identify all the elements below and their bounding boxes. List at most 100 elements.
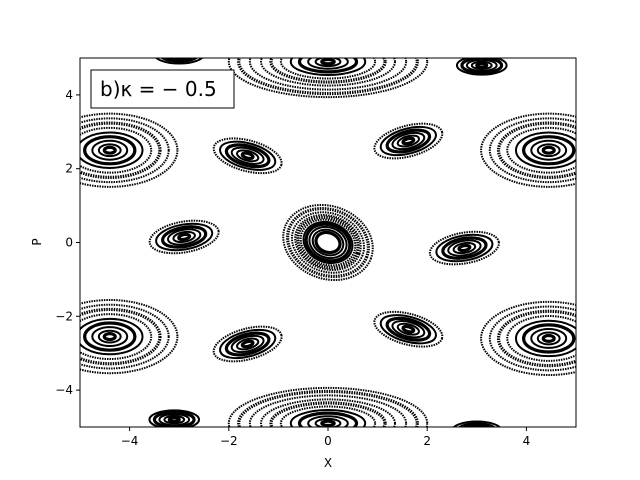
orbit-ring	[237, 389, 419, 427]
orbit-ring	[379, 125, 437, 157]
annotation-box: b)κ = − 0.5	[90, 69, 235, 109]
resonance-island	[452, 420, 501, 427]
orbit-ring	[506, 126, 576, 174]
orbit-ring	[379, 314, 437, 345]
orbit-ring	[155, 222, 214, 252]
orbit-ring	[166, 228, 202, 246]
annotation-frame	[90, 69, 235, 109]
orbit-ring	[224, 331, 271, 357]
axes-background	[80, 58, 576, 427]
orbit-ring	[385, 316, 432, 342]
x-tick-label: 2	[423, 434, 431, 448]
orbit-ring	[248, 58, 408, 91]
resonance-island	[480, 300, 576, 377]
resonance-island	[212, 137, 283, 175]
orbit-ring	[163, 414, 186, 425]
orbit-ring	[155, 58, 204, 65]
orbit-ring	[212, 325, 283, 363]
orbit-ring	[385, 128, 432, 154]
orbit-ring	[447, 239, 482, 257]
orbit-ring	[297, 411, 359, 427]
orbit-ring	[314, 58, 342, 68]
orbit-ring	[172, 230, 196, 244]
orbit-ring	[227, 386, 429, 427]
orbit-ring	[102, 332, 117, 342]
orbit-ring	[290, 211, 366, 274]
y-tick-label: 0	[65, 236, 73, 250]
orbit-ring	[496, 309, 576, 368]
orbit-ring	[240, 151, 255, 161]
orbit-ring	[230, 146, 265, 165]
orbit-ring	[457, 243, 472, 253]
orbit-ring	[304, 222, 352, 263]
orbit-ring	[475, 61, 489, 69]
plot-area	[80, 58, 576, 427]
orbit-ring	[320, 58, 336, 66]
y-tick-label: −4	[55, 383, 73, 397]
orbit-ring	[148, 409, 201, 427]
orbit-ring	[465, 58, 498, 72]
orbit-ring	[279, 405, 377, 427]
x-tick-label: 0	[324, 434, 332, 448]
orbit-ring	[236, 149, 260, 163]
orbit-ring	[224, 143, 271, 169]
y-axis-ticks: −4 −2 0 2 4	[55, 88, 80, 397]
orbit-ring	[428, 230, 500, 266]
orbit-ring	[296, 215, 360, 270]
orbit-ring	[435, 233, 494, 263]
orbit-ring	[164, 58, 194, 62]
resonance-island	[80, 112, 179, 188]
orbit-ring	[373, 122, 444, 160]
resonance-island	[373, 122, 444, 160]
orbit-ring	[514, 319, 576, 358]
orbit-ring	[302, 220, 354, 265]
orbit-ring	[158, 413, 191, 427]
orbit-ring	[391, 131, 426, 151]
orbit-ring	[177, 232, 192, 242]
orbit-ring	[269, 401, 387, 427]
orbit-ring	[80, 112, 179, 188]
orbit-ring	[230, 334, 265, 354]
annotation-label: b)κ = − 0.5	[100, 77, 217, 101]
orbit-ring	[80, 117, 170, 184]
orbit-ring	[530, 139, 568, 161]
orbit-ring	[488, 117, 576, 184]
orbit-ring	[289, 58, 367, 76]
orbit-ring	[294, 214, 362, 271]
orbit-ring	[401, 324, 416, 334]
orbit-ring	[452, 241, 477, 255]
orbit-ring	[455, 58, 508, 76]
orbit-ring	[80, 313, 153, 361]
resonance-island	[480, 112, 576, 188]
orbit-ring	[308, 225, 348, 260]
y-axis-label: P	[30, 238, 44, 245]
orbit-ring	[80, 131, 144, 169]
x-tick-label: −4	[121, 434, 139, 448]
orbit-ring	[541, 145, 556, 155]
orbit-ring	[269, 58, 387, 84]
orbit-ring	[457, 422, 496, 427]
x-axis-ticks: −4 −2 0 2 4	[121, 427, 530, 448]
orbit-ring	[373, 310, 444, 348]
orbit-ring	[279, 58, 377, 80]
orbit-ring	[148, 219, 220, 255]
resonance-island	[455, 58, 508, 76]
orbit-ring	[80, 126, 153, 174]
orbit-ring	[452, 420, 501, 427]
y-tick-label: 4	[65, 88, 73, 102]
orbit-ring	[320, 419, 336, 427]
resonance-island	[80, 299, 179, 375]
y-tick-label: 2	[65, 162, 73, 176]
orbit-ring	[522, 135, 576, 166]
x-axis-label: X	[324, 456, 332, 470]
orbit-ring	[160, 58, 199, 63]
resonance-island	[227, 58, 429, 99]
orbit-ring	[314, 417, 342, 427]
orbit-ring	[83, 321, 137, 352]
orbit-ring	[530, 327, 568, 349]
orbit-ring	[522, 323, 576, 354]
orbit-ring	[480, 112, 576, 188]
orbit-ring	[91, 326, 129, 348]
orbit-ring	[396, 134, 420, 148]
